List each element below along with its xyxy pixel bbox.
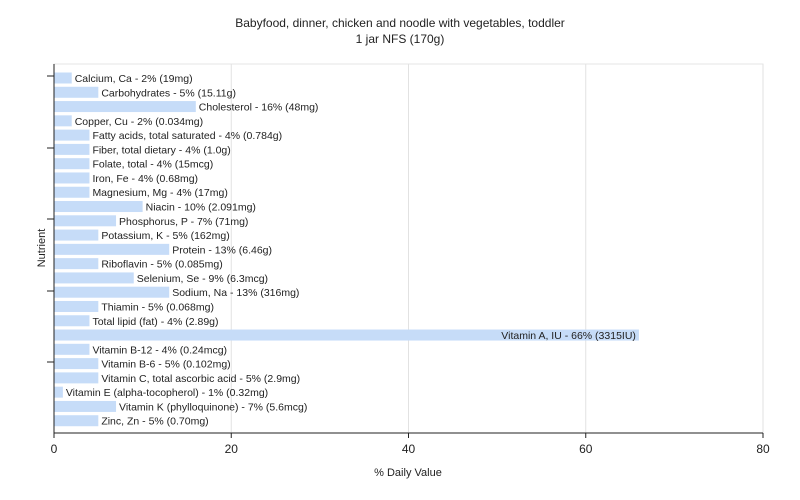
- chart-subtitle: 1 jar NFS (170g): [355, 32, 445, 46]
- bar-label: Selenium, Se - 9% (6.3mcg): [137, 273, 268, 285]
- chart-title-block: Babyfood, dinner, chicken and noodle wit…: [0, 15, 800, 47]
- x-axis-label: % Daily Value: [374, 467, 442, 479]
- bar: [54, 343, 90, 355]
- bar: [54, 72, 72, 84]
- bar: [54, 101, 196, 113]
- bar-label: Phosphorus, P - 7% (71mg): [119, 216, 248, 228]
- bar-label: Folate, total - 4% (15mcg): [92, 159, 213, 171]
- bar: [54, 258, 99, 270]
- bar: [54, 386, 63, 398]
- bar: [54, 186, 90, 198]
- x-tick-label: 60: [579, 442, 593, 456]
- bar-label: Magnesium, Mg - 4% (17mg): [92, 187, 227, 199]
- bar: [54, 372, 99, 384]
- bar: [54, 286, 170, 298]
- bar-label: Cholesterol - 16% (48mg): [199, 102, 319, 114]
- bar-label: Vitamin K (phylloquinone) - 7% (5.6mcg): [119, 401, 307, 413]
- bar-label: Riboflavin - 5% (0.085mg): [101, 259, 222, 271]
- bar-label: Vitamin B-6 - 5% (0.102mg): [101, 359, 230, 371]
- x-tick-label: 20: [225, 442, 239, 456]
- bar-label: Vitamin A, IU - 66% (3315IU): [501, 330, 636, 342]
- y-axis-label: Nutrient: [36, 229, 48, 268]
- bar-labels: Calcium, Ca - 2% (19mg) Carbohydrates - 5…: [66, 73, 636, 428]
- bar-label: Vitamin E (alpha-tocopherol) - 1% (0.32m…: [66, 387, 268, 399]
- bar: [54, 300, 99, 312]
- bar-label: Total lipid (fat) - 4% (2.89g): [92, 316, 218, 328]
- bars: [54, 72, 639, 427]
- bar-label: Niacin - 10% (2.091mg): [146, 202, 256, 214]
- bar: [54, 201, 143, 213]
- bar-label: Potassium, K - 5% (162mg): [101, 230, 229, 242]
- bar: [54, 415, 99, 427]
- bar-label: Copper, Cu - 2% (0.034mg): [75, 116, 203, 128]
- bar-label: Vitamin C, total ascorbic acid - 5% (2.9…: [101, 373, 300, 385]
- bar-label: Thiamin - 5% (0.068mg): [101, 301, 214, 313]
- bar-label: Calcium, Ca - 2% (19mg): [75, 73, 193, 85]
- bar-label: Carbohydrates - 5% (15.11g): [101, 87, 236, 99]
- bar-label: Iron, Fe - 4% (0.68mg): [92, 173, 198, 185]
- bar: [54, 400, 117, 412]
- bar: [54, 272, 134, 284]
- bar: [54, 215, 117, 227]
- bar: [54, 315, 90, 327]
- bar: [54, 229, 99, 241]
- bar-label: Protein - 13% (6.46g): [172, 244, 272, 256]
- bar: [54, 329, 639, 341]
- bar: [54, 143, 90, 155]
- bar-label: Vitamin B-12 - 4% (0.24mcg): [92, 344, 227, 356]
- bar: [54, 86, 99, 98]
- bar-label: Fatty acids, total saturated - 4% (0.784…: [92, 130, 282, 142]
- bar: [54, 158, 90, 170]
- bar: [54, 172, 90, 184]
- bar-label: Fiber, total dietary - 4% (1.0g): [92, 144, 230, 156]
- axes: 0 20 40 60 80: [47, 64, 770, 456]
- x-tick-label: 0: [51, 442, 58, 456]
- bar-label: Zinc, Zn - 5% (0.70mg): [101, 416, 208, 428]
- x-tick-label: 40: [402, 442, 416, 456]
- bar: [54, 243, 170, 255]
- chart-title: Babyfood, dinner, chicken and noodle wit…: [235, 16, 565, 30]
- bar-label: Sodium, Na - 13% (316mg): [172, 287, 299, 299]
- bar: [54, 129, 90, 141]
- bar: [54, 115, 72, 127]
- x-tick-label: 80: [756, 442, 770, 456]
- bar: [54, 358, 99, 370]
